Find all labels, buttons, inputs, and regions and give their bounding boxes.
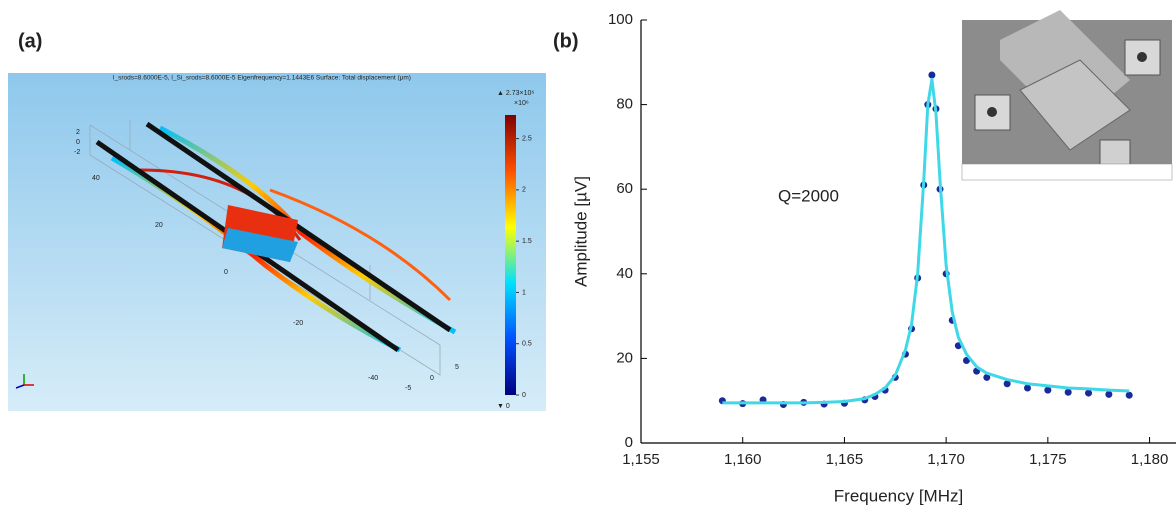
colorbar	[505, 115, 516, 395]
data-point	[1003, 380, 1011, 388]
data-point	[983, 373, 991, 381]
panel-label: (a)	[18, 30, 42, 52]
axis-label: -2	[74, 149, 80, 156]
data-point	[1105, 390, 1113, 398]
data-point	[1064, 388, 1072, 396]
data-point	[928, 71, 936, 79]
x-tick-label: 1,175	[1029, 451, 1067, 468]
data-point	[1044, 386, 1052, 394]
y-tick-label: 20	[616, 349, 633, 366]
colorbar-tick-label: 2.5	[522, 135, 532, 142]
colorbar-tick-label: 1	[522, 289, 526, 296]
data-point	[1125, 391, 1133, 399]
plot: 0 20 40 60 80 100 1,155 1,160 1,165 1,170 1,175 1,1…	[571, 11, 1176, 505]
axis-label: 0	[76, 139, 80, 146]
plate	[222, 228, 298, 262]
colorbar-tick-label: 0.5	[522, 341, 532, 348]
y-tick-label: 60	[616, 180, 633, 197]
colorbar-tick-label: 1.5	[522, 238, 532, 245]
axis-label: -5	[405, 385, 411, 392]
panel-label: (b)	[553, 30, 579, 52]
x-tick-label: 1,160	[724, 451, 762, 468]
triad	[15, 374, 34, 389]
x-tick-label: 1,155	[622, 451, 660, 468]
sem-inset	[961, 10, 1173, 181]
axis-label: 0	[430, 375, 434, 382]
y-tick-label: 0	[625, 434, 633, 451]
beam-mode	[269, 188, 452, 302]
y-tick-label: 80	[616, 96, 633, 113]
x-tick-label: 1,180	[1131, 451, 1169, 468]
sim-axis-labels: 40 20 0 -20 -40 2 0 -2 5 0 -5	[74, 129, 459, 392]
axis-label: 40	[92, 175, 100, 182]
axis-label: 5	[455, 364, 459, 371]
fit-line	[722, 77, 1130, 405]
axis-label: 2	[76, 129, 80, 136]
data-point	[962, 357, 970, 365]
axis-label: -20	[293, 320, 303, 327]
data-point	[1085, 389, 1093, 397]
beam-mode	[158, 125, 457, 335]
colorbar-unit: ×10⁶	[514, 100, 529, 107]
sim-title: l_srods=8.6000E-5, l_Si_srods=8.6000E-5 …	[113, 75, 411, 82]
colorbar-min: ▼ 0	[497, 403, 510, 410]
y-tick-label: 100	[608, 11, 633, 28]
beam	[145, 121, 452, 333]
x-tick-label: 1,170	[927, 451, 965, 468]
colorbar-ticks: 0 0.5 1 1.5 2 2.5	[516, 135, 532, 399]
colorbar-tick-label: 0	[522, 392, 526, 399]
annotation: Q=2000	[778, 186, 839, 205]
axis-label: -40	[368, 375, 378, 382]
x-tick-label: 1,165	[826, 451, 864, 468]
y-tick-label: 40	[616, 265, 633, 282]
colorbar-max: ▲ 2.73×10⁶	[497, 90, 534, 97]
data-point	[1024, 384, 1032, 392]
x-axis-label: Frequency [MHz]	[834, 486, 963, 505]
colorbar-tick-label: 2	[522, 187, 526, 194]
y-axis-label: Amplitude [µV]	[571, 176, 590, 287]
axis-label: 0	[224, 269, 228, 276]
axis-label: 20	[155, 222, 163, 229]
